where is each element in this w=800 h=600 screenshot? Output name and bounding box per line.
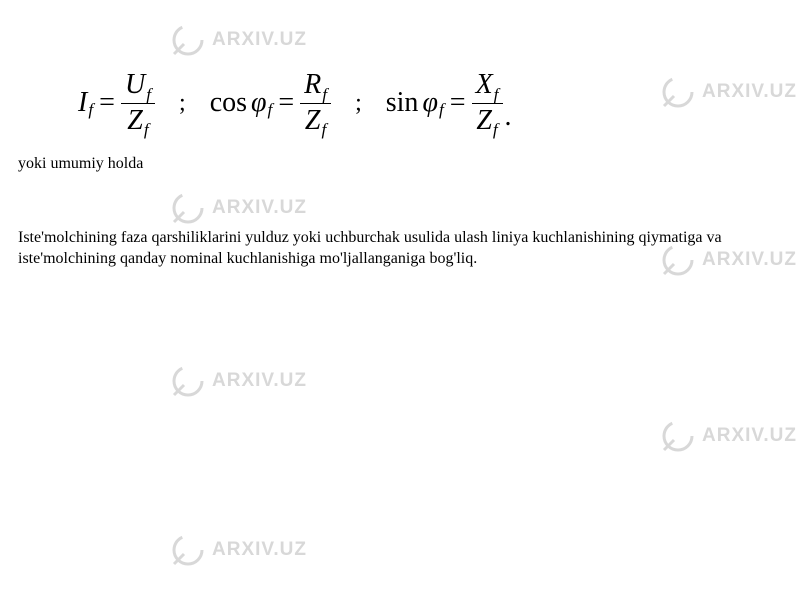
eq: = [99, 87, 115, 119]
sub-f: f [494, 85, 499, 104]
sub-f: f [322, 85, 327, 104]
func-sin: sin [386, 87, 419, 119]
var-U: U [125, 69, 145, 100]
formula-row: If = Uf Zf ; cos φf = Rf Zf ; sin [78, 70, 782, 137]
watermark-text: ARXIV.UZ [702, 425, 797, 447]
var-Z: Z [476, 105, 492, 136]
semicolon: ; [355, 90, 362, 117]
formula-2: cos φf = Rf Zf [210, 70, 331, 137]
page-content: If = Uf Zf ; cos φf = Rf Zf ; sin [0, 0, 800, 290]
period: . [505, 101, 512, 133]
sub-f: f [439, 100, 444, 120]
sub-f: f [144, 120, 149, 139]
var-phi: φ [251, 87, 267, 119]
fraction: Xf Zf [472, 70, 503, 137]
watermark: ARXIV.UZ [170, 532, 307, 568]
fraction: Rf Zf [300, 70, 331, 137]
var-Z: Z [127, 105, 143, 136]
watermark: ARXIV.UZ [170, 363, 307, 399]
semicolon: ; [179, 90, 186, 117]
sub-f: f [321, 120, 326, 139]
var-phi: φ [422, 87, 438, 119]
func-cos: cos [210, 87, 247, 119]
sub-f: f [268, 100, 273, 120]
text-line-1: yoki umumiy holda [18, 155, 782, 173]
sub-f: f [146, 85, 151, 104]
formula-3: sin φf = Xf Zf . [386, 70, 512, 137]
eq: = [450, 87, 466, 119]
sub-f: f [493, 120, 498, 139]
text-paragraph: Iste'molchining faza qarshiliklarini yul… [18, 227, 782, 270]
var-Z: Z [305, 105, 321, 136]
eq: = [278, 87, 294, 119]
watermark: ARXIV.UZ [660, 418, 797, 454]
watermark-text: ARXIV.UZ [212, 370, 307, 392]
formula-1: If = Uf Zf [78, 70, 155, 137]
fraction: Uf Zf [121, 70, 155, 137]
var-X: X [476, 69, 493, 100]
var-I: I [78, 87, 87, 119]
sub-f: f [88, 100, 93, 120]
var-R: R [304, 69, 321, 100]
watermark-text: ARXIV.UZ [212, 539, 307, 561]
